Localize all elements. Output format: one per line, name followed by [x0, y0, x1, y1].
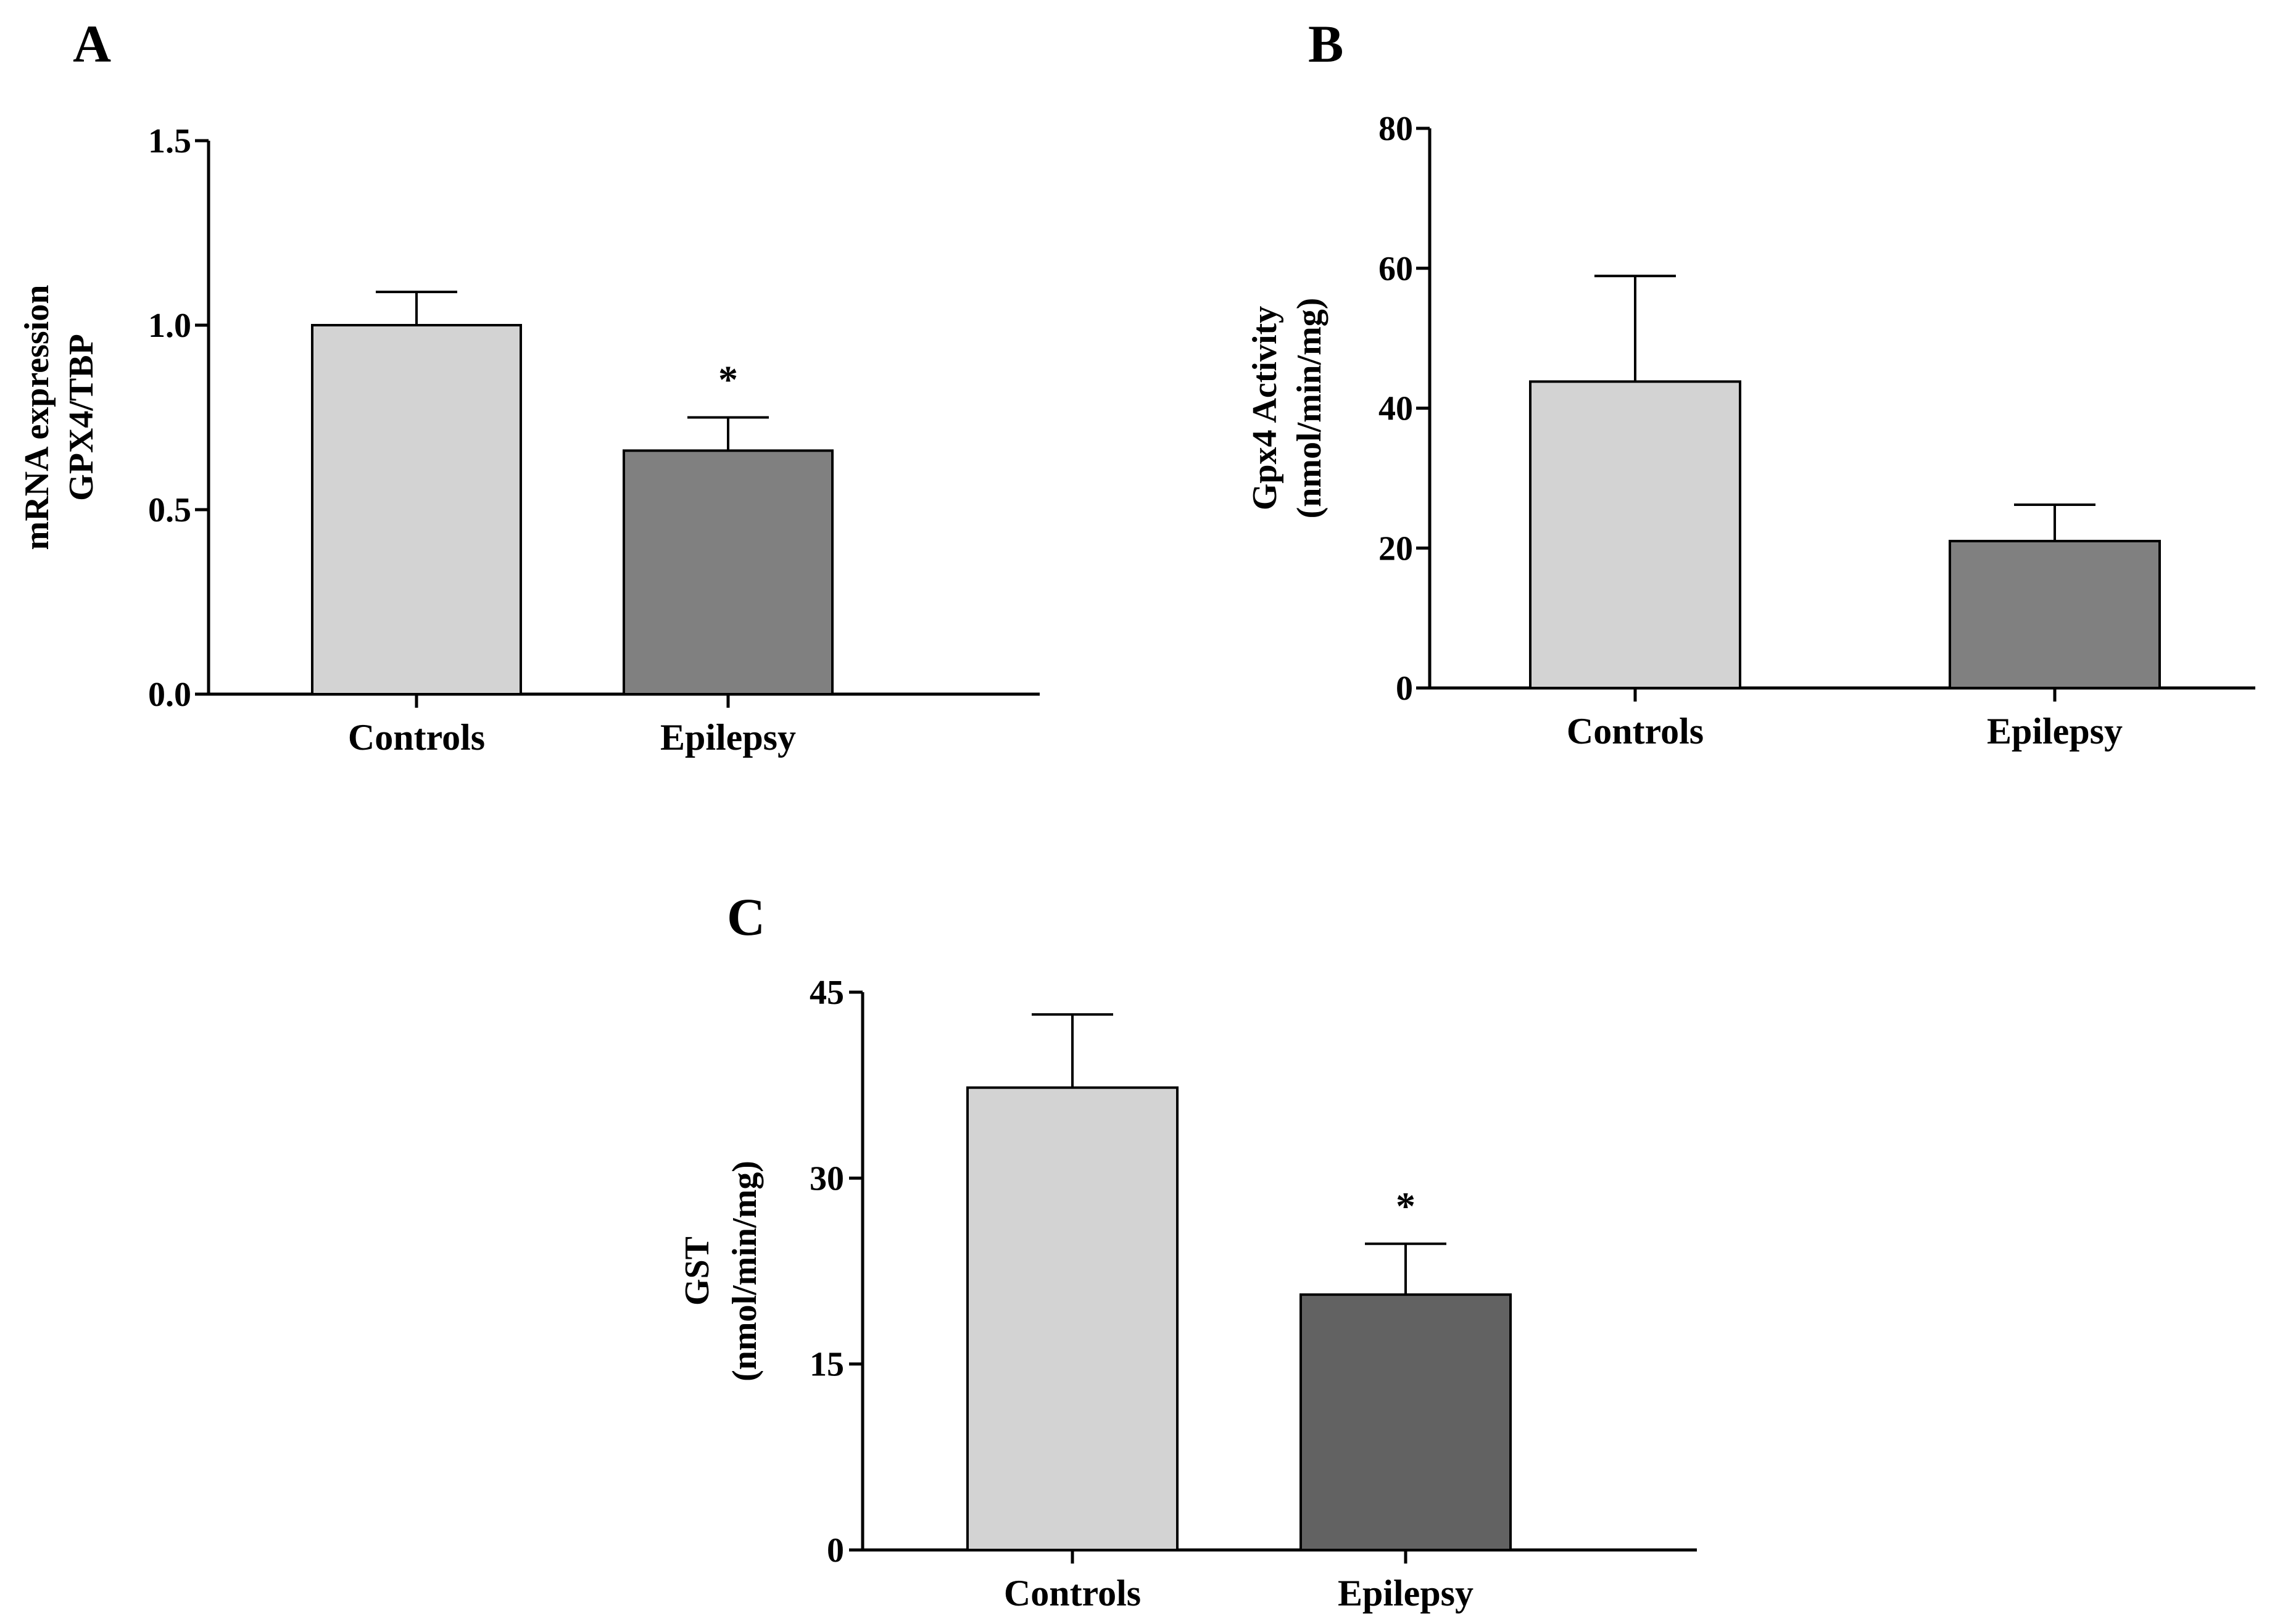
- y-tick-label: 30: [810, 1159, 844, 1198]
- category-label-epilepsy: Epilepsy: [1987, 711, 2123, 752]
- category-label-controls: Controls: [1004, 1573, 1141, 1614]
- bar-controls: [966, 1086, 1179, 1551]
- panel-label-b: B: [1308, 14, 1343, 73]
- y-axis-title-line-2: (nmol/min/mg): [726, 1161, 764, 1382]
- significance-marker: *: [1396, 1184, 1415, 1228]
- significance-marker: *: [718, 358, 738, 402]
- y-tick-label: 40: [1378, 390, 1413, 428]
- panel-label-c: C: [727, 887, 765, 947]
- y-tick-label: 80: [1378, 110, 1413, 148]
- category-label-controls: Controls: [1567, 711, 1704, 752]
- bar-epilepsy: [623, 449, 834, 695]
- panel-label-a: A: [73, 14, 111, 73]
- y-tick-label: 1.5: [148, 122, 191, 160]
- bar-controls: [311, 324, 522, 695]
- chart-panel-c: C 0 15 30 45 Controls Epilepsy * GST (nmol/min/mg…: [678, 887, 1697, 1614]
- y-tick-label: 45: [810, 974, 844, 1012]
- bar-controls: [1529, 380, 1741, 689]
- y-tick-label: 15: [810, 1346, 844, 1384]
- category-label-epilepsy: Epilepsy: [660, 717, 796, 758]
- y-tick-label: 20: [1378, 529, 1413, 568]
- y-tick-label: 60: [1378, 250, 1413, 288]
- y-axis-title-line-2: (nmol/min/mg): [1290, 298, 1328, 519]
- chart-panel-a: A 0.0 0.5 1.0 1.5 Controls Epilepsy * mRNA expre…: [18, 14, 1040, 758]
- y-axis-title-line-1: Gpx4 Activity: [1246, 306, 1284, 510]
- bar-epilepsy: [1949, 539, 2161, 689]
- category-label-epilepsy: Epilepsy: [1338, 1573, 1474, 1614]
- y-axis-title-line-2: GPX4/TBP: [62, 334, 101, 501]
- bar-epilepsy: [1299, 1293, 1512, 1552]
- y-axis-title-line-1: GST: [678, 1237, 716, 1306]
- category-label-controls: Controls: [348, 717, 485, 758]
- y-tick-label: 0: [1396, 669, 1413, 708]
- y-axis-title-line-1: mRNA expression: [18, 285, 56, 550]
- y-tick-label: 0: [827, 1531, 844, 1570]
- y-tick-label: 0.0: [148, 676, 191, 714]
- chart-panel-b: B 0 20 40 60 80 Controls Epilepsy Gpx4 Activity(…: [1246, 14, 2255, 752]
- y-tick-label: 0.5: [148, 491, 191, 529]
- y-tick-label: 1.0: [148, 307, 191, 345]
